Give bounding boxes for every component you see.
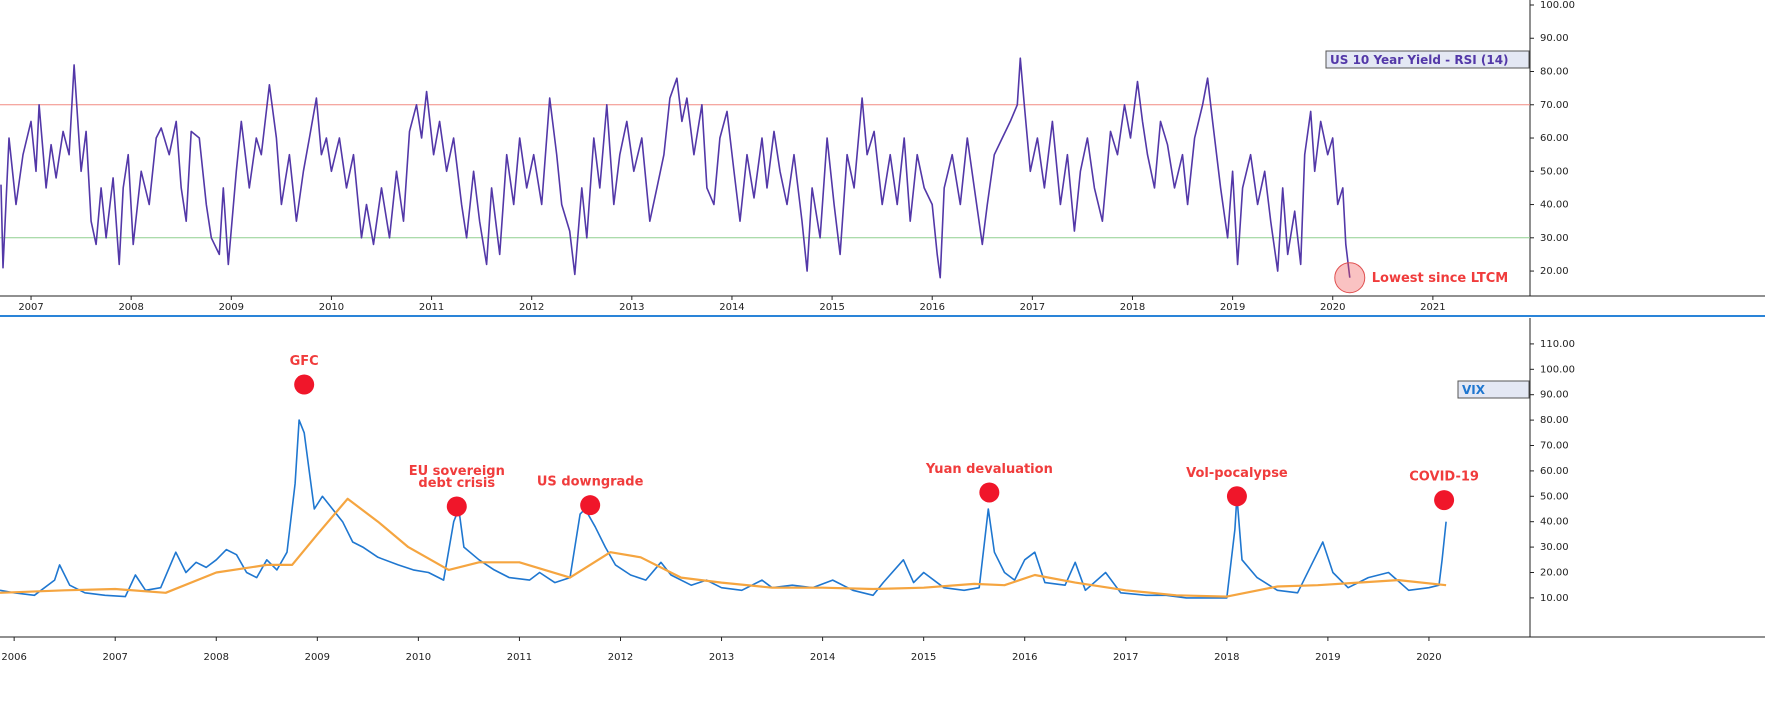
x-tick-label: 2018 bbox=[1214, 652, 1239, 663]
y-tick-label: 40.00 bbox=[1540, 517, 1569, 528]
event-marker bbox=[580, 495, 601, 516]
x-tick-label: 2020 bbox=[1416, 652, 1441, 663]
y-tick-label: 50.00 bbox=[1540, 166, 1569, 177]
x-tick-label: 2008 bbox=[204, 652, 229, 663]
annotation-label: EU sovereign bbox=[409, 464, 505, 479]
y-tick-label: 20.00 bbox=[1540, 266, 1569, 277]
x-tick-label: 2014 bbox=[719, 302, 744, 313]
annotation-label: US downgrade bbox=[537, 475, 644, 490]
y-tick-label: 60.00 bbox=[1540, 133, 1569, 144]
x-tick-label: 2016 bbox=[919, 302, 944, 313]
series-line bbox=[0, 419, 1447, 599]
y-tick-label: 100.00 bbox=[1540, 364, 1575, 375]
x-tick-label: 2018 bbox=[1120, 302, 1145, 313]
highlight-marker bbox=[1334, 262, 1366, 294]
x-tick-label: 2012 bbox=[519, 302, 544, 313]
y-tick-label: 40.00 bbox=[1540, 200, 1569, 211]
annotation-label: Vol-pocalypse bbox=[1186, 466, 1288, 481]
x-tick-label: 2015 bbox=[819, 302, 844, 313]
x-tick-label: 2021 bbox=[1420, 302, 1445, 313]
series-line bbox=[0, 497, 1447, 598]
y-tick-label: 60.00 bbox=[1540, 466, 1569, 477]
x-tick-label: 2019 bbox=[1315, 652, 1340, 663]
y-tick-label: 80.00 bbox=[1540, 415, 1569, 426]
x-tick-label: 2014 bbox=[810, 652, 835, 663]
event-marker bbox=[294, 374, 315, 395]
legend-label: US 10 Year Yield - RSI (14) bbox=[1330, 53, 1509, 67]
annotation-label: COVID-19 bbox=[1409, 470, 1479, 485]
x-tick-label: 2020 bbox=[1320, 302, 1345, 313]
y-tick-label: 50.00 bbox=[1540, 491, 1569, 502]
x-tick-label: 2015 bbox=[911, 652, 936, 663]
event-marker bbox=[1226, 486, 1247, 507]
x-tick-label: 2007 bbox=[18, 302, 43, 313]
y-tick-label: 70.00 bbox=[1540, 440, 1569, 451]
y-tick-label: 90.00 bbox=[1540, 390, 1569, 401]
x-tick-label: 2006 bbox=[1, 652, 26, 663]
x-tick-label: 2011 bbox=[507, 652, 532, 663]
x-tick-label: 2019 bbox=[1220, 302, 1245, 313]
x-tick-label: 2011 bbox=[419, 302, 444, 313]
annotation-label: Yuan devaluation bbox=[925, 462, 1053, 477]
y-tick-label: 20.00 bbox=[1540, 567, 1569, 578]
x-tick-label: 2013 bbox=[619, 302, 644, 313]
legend-box bbox=[1457, 380, 1530, 399]
event-marker bbox=[979, 482, 1000, 503]
y-tick-label: 30.00 bbox=[1540, 542, 1569, 553]
y-tick-label: 110.00 bbox=[1540, 339, 1575, 350]
x-tick-label: 2012 bbox=[608, 652, 633, 663]
y-tick-label: 70.00 bbox=[1540, 100, 1569, 111]
legend-box bbox=[1325, 50, 1530, 69]
x-tick-label: 2009 bbox=[219, 302, 244, 313]
x-tick-label: 2010 bbox=[406, 652, 431, 663]
x-tick-label: 2010 bbox=[319, 302, 344, 313]
x-tick-label: 2008 bbox=[118, 302, 143, 313]
annotation-label: debt crisis bbox=[418, 476, 495, 491]
series-line bbox=[0, 57, 1351, 279]
event-marker bbox=[1434, 490, 1455, 511]
legend-label: VIX bbox=[1462, 383, 1486, 397]
x-tick-label: 2016 bbox=[1012, 652, 1037, 663]
x-tick-label: 2013 bbox=[709, 652, 734, 663]
x-tick-label: 2009 bbox=[305, 652, 330, 663]
y-tick-label: 90.00 bbox=[1540, 33, 1569, 44]
event-marker bbox=[446, 496, 467, 517]
annotation-label: GFC bbox=[290, 354, 319, 369]
y-tick-label: 80.00 bbox=[1540, 67, 1569, 78]
y-tick-label: 100.00 bbox=[1540, 0, 1575, 11]
x-tick-label: 2017 bbox=[1020, 302, 1045, 313]
y-tick-label: 10.00 bbox=[1540, 593, 1569, 604]
x-tick-label: 2017 bbox=[1113, 652, 1138, 663]
annotation-label: Lowest since LTCM bbox=[1372, 271, 1509, 286]
x-tick-label: 2007 bbox=[102, 652, 127, 663]
y-tick-label: 30.00 bbox=[1540, 233, 1569, 244]
